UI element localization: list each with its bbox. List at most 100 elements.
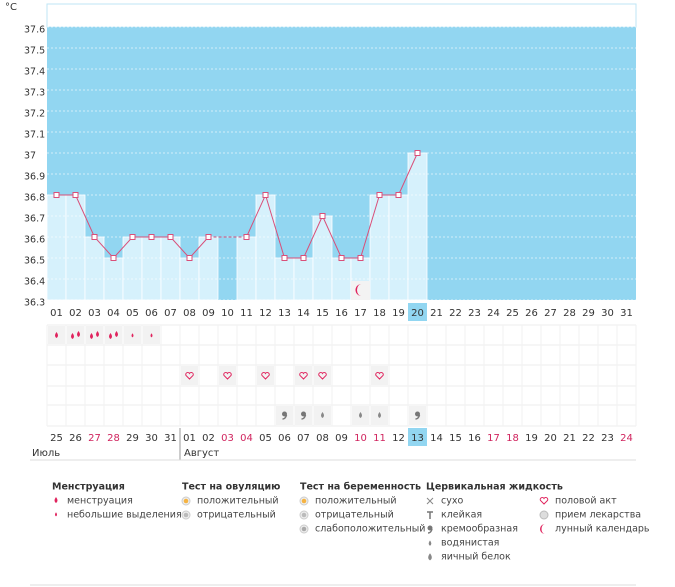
legend-item: слабоположительный [315,524,425,535]
month-label: Август [184,448,219,459]
day-label: 21 [430,308,443,319]
day-label: 15 [316,308,329,319]
test-dot [301,512,307,518]
day-label: 08 [183,308,196,319]
cycle-day-label: 08 [316,433,329,444]
legend-item: менструация [67,496,133,507]
temperature-point [205,234,212,240]
temperature-point [148,234,155,240]
temperature-point [357,255,364,261]
cycle-day-label: 15 [449,433,462,444]
temperature-point [376,192,383,198]
cycle-day-label: 30 [145,433,158,444]
day-label: 07 [164,308,177,319]
cycle-day-label: 01 [183,433,196,444]
cycle-day-label: 10 [354,433,367,444]
legend-item: половой акт [555,496,617,507]
drop-icon [428,540,432,546]
pill-icon [539,510,549,520]
drop-icon [150,333,153,338]
heart-icon [223,372,232,380]
y-tick-label: 37.5 [24,46,45,57]
temperature-point [110,255,117,261]
day-label: 20 [411,308,424,319]
y-tick-label: 37.4 [24,67,45,78]
test-dot [183,512,189,518]
event-cell [67,326,84,344]
temperature-point [167,234,174,240]
legend-item: небольшие выделения [67,510,182,521]
legend-title: Цервикальная жидкость [426,482,563,493]
cycle-day-label: 16 [468,433,481,444]
temperature-point [414,150,421,156]
temperature-column [84,236,105,301]
cycle-day-label: 14 [430,433,443,444]
y-tick-label: 37.6 [24,25,45,36]
cycle-day-label: 02 [202,433,215,444]
cycle-day-label: 28 [107,433,120,444]
temperature-point [91,234,98,240]
legend-item: прием лекарства [555,510,641,521]
day-label: 27 [544,308,557,319]
day-label: 29 [582,308,595,319]
day-label: 01 [50,308,63,319]
legend-item: клейкая [441,510,482,521]
dry-icon [426,497,434,505]
temperature-column [407,152,428,301]
cycle-day-label: 17 [487,433,500,444]
cycle-day-label: 13 [411,433,424,444]
y-tick-label: 36.6 [24,235,45,246]
day-label: 23 [468,308,481,319]
temperature-point [338,255,345,261]
temperature-column [236,236,257,301]
y-tick-label: 36.9 [24,172,45,183]
cycle-day-label: 26 [69,433,82,444]
y-tick-label: 36.8 [24,193,45,204]
temperature-column [46,194,67,301]
cycle-day-label: 18 [506,433,519,444]
legend-item: водянистая [441,538,499,549]
creamy-tail [427,528,433,534]
temperature-column [198,236,219,301]
cycle-day-label: 09 [335,433,348,444]
cycle-day-label: 07 [297,433,310,444]
event-cell [257,366,274,385]
day-label: 11 [240,308,253,319]
day-label: 16 [335,308,348,319]
temperature-point [72,192,79,198]
legend-title: Тест на беременность [300,482,421,493]
cycle-day-label: 03 [221,433,234,444]
temperature-point [129,234,136,240]
day-label: 02 [69,308,82,319]
drop-icon [109,333,112,339]
day-label: 09 [202,308,215,319]
legend-item: положительный [315,496,397,507]
legend-item: положительный [197,496,279,507]
drop-icon [321,412,324,418]
day-label: 19 [392,308,405,319]
day-label: 10 [221,308,234,319]
day-label: 17 [354,308,367,319]
cycle-day-label: 04 [240,433,253,444]
legend-item: отрицательный [315,510,394,521]
heart-icon [185,372,194,380]
temperature-point [300,255,307,261]
heart-icon [375,372,384,380]
cycle-day-label: 22 [582,433,595,444]
event-cell [181,366,198,385]
unit-label: °C [5,2,17,13]
cycle-day-label: 29 [126,433,139,444]
creamy-tail [415,414,421,420]
y-tick-label: 37 [24,151,36,162]
test-dot [301,498,307,504]
drop-icon [54,497,58,503]
legend-item: лунный календарь [555,524,650,535]
drop-icon [55,332,58,338]
temperature-point [262,192,269,198]
creamy-tail [282,414,288,420]
drop-icon [96,331,99,337]
drop-icon [71,333,74,339]
legend-item: яичный белок [441,552,511,563]
day-label: 04 [107,308,120,319]
